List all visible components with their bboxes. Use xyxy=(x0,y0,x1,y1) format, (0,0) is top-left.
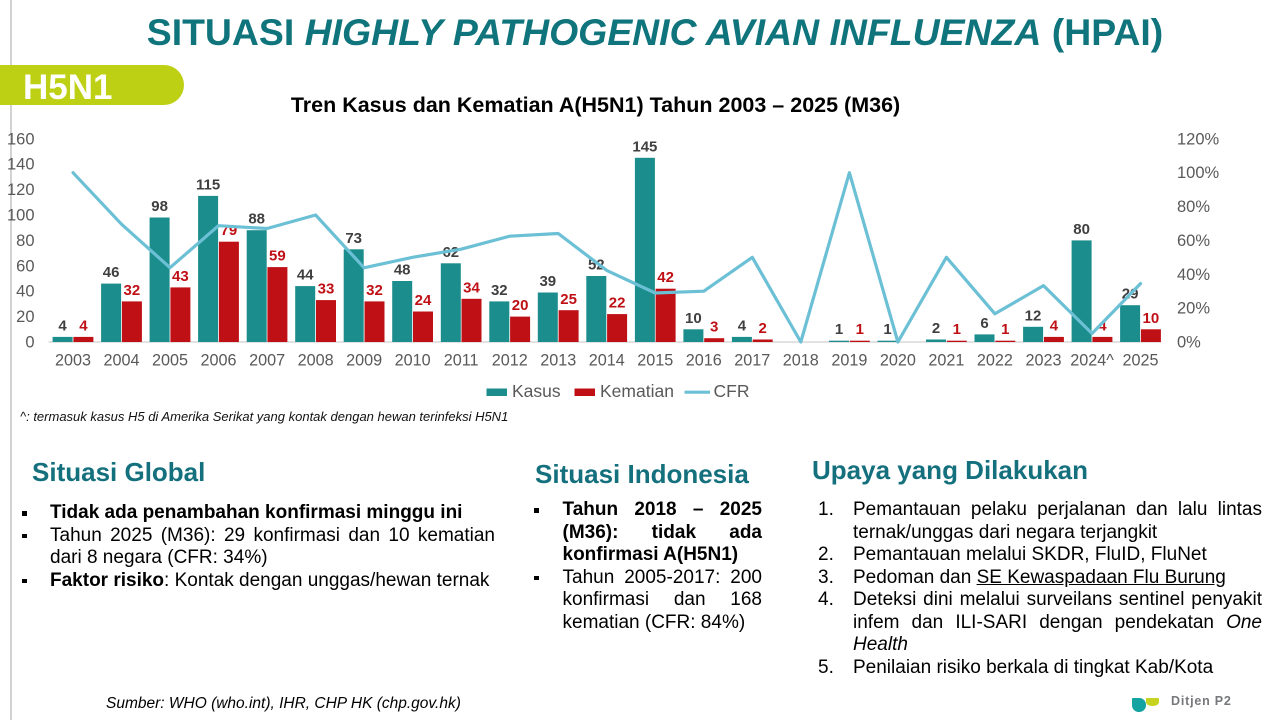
svg-text:20: 20 xyxy=(512,297,529,314)
svg-text:2023: 2023 xyxy=(1025,352,1061,370)
svg-text:2: 2 xyxy=(932,320,940,337)
svg-text:120: 120 xyxy=(7,181,35,199)
svg-text:4: 4 xyxy=(1098,317,1107,334)
svg-text:0: 0 xyxy=(25,334,34,352)
svg-text:2020: 2020 xyxy=(880,352,916,370)
svg-text:2022: 2022 xyxy=(977,352,1013,370)
svg-text:CFR: CFR xyxy=(714,381,750,401)
svg-text:2: 2 xyxy=(759,320,767,337)
svg-text:32: 32 xyxy=(124,282,141,299)
svg-text:2011: 2011 xyxy=(444,352,479,370)
svg-text:2013: 2013 xyxy=(540,352,576,370)
svg-text:32: 32 xyxy=(366,282,383,299)
svg-text:6: 6 xyxy=(980,315,988,332)
svg-text:44: 44 xyxy=(297,267,314,284)
svg-text:2005: 2005 xyxy=(152,352,188,370)
svg-text:32: 32 xyxy=(491,282,508,299)
svg-text:43: 43 xyxy=(172,268,189,285)
svg-text:1: 1 xyxy=(835,321,843,338)
svg-text:2016: 2016 xyxy=(686,352,722,370)
svg-text:1: 1 xyxy=(953,321,961,338)
svg-text:20%: 20% xyxy=(1177,300,1210,318)
svg-text:2010: 2010 xyxy=(395,352,431,370)
svg-text:1: 1 xyxy=(856,321,864,338)
svg-text:80%: 80% xyxy=(1177,198,1210,216)
svg-text:60: 60 xyxy=(16,257,34,275)
svg-text:20: 20 xyxy=(16,308,34,326)
svg-text:3: 3 xyxy=(710,319,718,336)
svg-text:2007: 2007 xyxy=(249,352,285,370)
svg-text:25: 25 xyxy=(560,291,577,308)
svg-text:2009: 2009 xyxy=(346,352,382,370)
svg-text:160: 160 xyxy=(7,130,35,148)
svg-text:46: 46 xyxy=(103,264,120,281)
svg-text:Kematian: Kematian xyxy=(600,381,674,401)
svg-text:0%: 0% xyxy=(1177,334,1201,352)
svg-text:40: 40 xyxy=(16,283,34,301)
svg-text:2004: 2004 xyxy=(103,352,139,370)
svg-text:10: 10 xyxy=(685,310,702,327)
svg-text:2008: 2008 xyxy=(298,352,334,370)
svg-text:2019: 2019 xyxy=(831,352,867,370)
svg-text:2025: 2025 xyxy=(1122,352,1158,370)
svg-text:22: 22 xyxy=(609,295,626,312)
svg-text:10: 10 xyxy=(1143,310,1160,327)
svg-text:34: 34 xyxy=(463,279,480,296)
svg-text:24: 24 xyxy=(415,292,432,309)
svg-text:Kasus: Kasus xyxy=(512,381,561,401)
svg-text:4: 4 xyxy=(738,317,747,334)
svg-text:145: 145 xyxy=(632,138,657,155)
svg-text:4: 4 xyxy=(1050,317,1059,334)
svg-text:115: 115 xyxy=(196,176,220,193)
svg-text:73: 73 xyxy=(345,230,362,247)
svg-text:1: 1 xyxy=(883,321,891,338)
svg-text:100%: 100% xyxy=(1177,164,1220,182)
svg-text:2014: 2014 xyxy=(589,352,625,370)
svg-text:2021: 2021 xyxy=(928,352,964,370)
svg-text:2024^: 2024^ xyxy=(1070,352,1114,370)
svg-text:33: 33 xyxy=(318,281,335,298)
svg-text:4: 4 xyxy=(79,317,88,334)
svg-text:59: 59 xyxy=(269,248,286,265)
svg-text:88: 88 xyxy=(248,211,265,228)
svg-text:39: 39 xyxy=(539,273,556,290)
svg-text:120%: 120% xyxy=(1177,130,1220,148)
svg-text:4: 4 xyxy=(58,317,67,334)
svg-text:1: 1 xyxy=(1001,321,1009,338)
svg-text:2017: 2017 xyxy=(734,352,770,370)
svg-text:48: 48 xyxy=(394,262,411,279)
svg-text:80: 80 xyxy=(16,232,34,250)
svg-text:12: 12 xyxy=(1025,307,1042,324)
svg-text:42: 42 xyxy=(657,269,674,286)
svg-text:60%: 60% xyxy=(1177,232,1210,250)
svg-text:2018: 2018 xyxy=(783,352,819,370)
svg-text:2012: 2012 xyxy=(492,352,528,370)
svg-text:140: 140 xyxy=(7,156,35,174)
svg-text:2015: 2015 xyxy=(637,352,673,370)
svg-text:80: 80 xyxy=(1073,221,1090,238)
svg-text:2003: 2003 xyxy=(55,352,91,370)
svg-text:40%: 40% xyxy=(1177,266,1210,284)
svg-text:100: 100 xyxy=(7,207,35,225)
svg-text:98: 98 xyxy=(151,198,168,215)
svg-text:2006: 2006 xyxy=(200,352,236,370)
